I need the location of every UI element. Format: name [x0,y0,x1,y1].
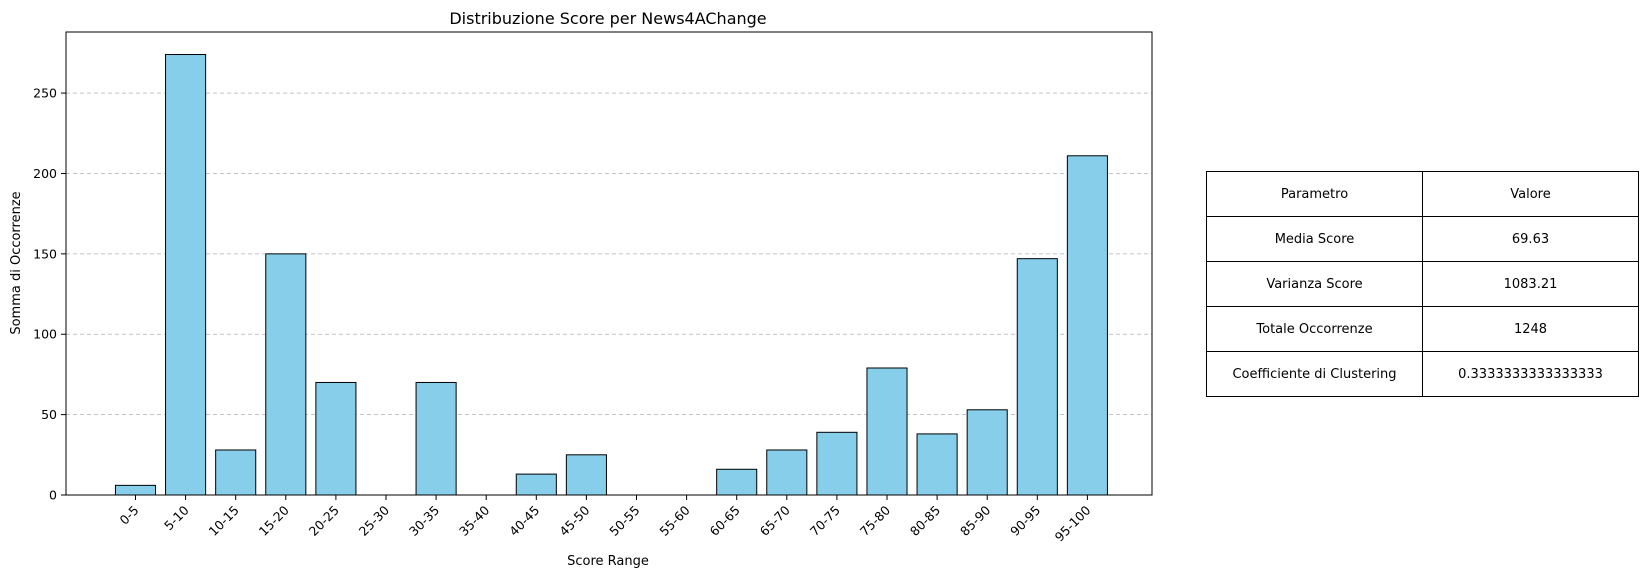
bar-65-70 [766,449,808,496]
table-cell: 69.63 [1422,216,1639,262]
bar-20-25 [315,381,357,496]
bar-10-15 [215,449,257,496]
x-tick-label: 65-70 [757,502,793,538]
x-tick-label: 60-65 [707,503,743,539]
bar-15-20 [265,253,307,496]
x-tick-label: 80-85 [907,503,943,539]
table-row: Media Score 69.63 [1206,216,1639,262]
table-header-row: Parametro Valore [1206,171,1639,217]
bar-70-75 [816,431,858,496]
x-tick-label: 45-50 [556,502,592,538]
x-tick-label: 90-95 [1007,503,1043,539]
table-cell: 0.3333333333333333 [1422,351,1639,397]
x-tick-label: 55-60 [656,502,692,538]
x-tick-label: 30-35 [406,503,442,539]
chart-title: Distribuzione Score per News4AChange [449,9,766,28]
bar-5-10 [165,54,207,496]
x-axis-label: Score Range [567,554,649,569]
x-tick-label: 15-20 [256,502,292,538]
x-tick-label: 95-100 [1052,502,1094,544]
x-tick-label: 75-80 [857,502,893,538]
y-axis-label: Somma di Occorrenze [9,191,24,334]
x-tick-label: 10-15 [206,503,242,539]
y-tick-label: 0 [49,488,57,503]
x-tick-label: 25-30 [356,502,392,538]
bar-80-85 [916,433,958,496]
y-tick-label: 150 [33,246,57,261]
table-row: Totale Occorrenze 1248 [1206,306,1639,352]
plot-frame [65,31,1153,496]
bar-60-65 [716,468,758,496]
table-header-cell: Parametro [1206,171,1423,217]
bars [114,54,1108,496]
grid-lines [66,92,1152,416]
x-tick-label: 40-45 [506,503,542,539]
x-tick-label: 35-40 [456,502,492,538]
y-axis-ticks: 0 50 100 150 200 250 [33,86,66,503]
stats-table: Parametro Valore Media Score 69.63 Varia… [1206,171,1639,397]
bar-90-95 [1016,258,1058,496]
table-cell: Totale Occorrenze [1206,306,1423,352]
bar-95-100 [1066,155,1108,496]
x-tick-label: 50-55 [606,503,642,539]
bar-40-45 [515,473,557,496]
x-tick-label: 85-90 [957,502,993,538]
table-cell: 1248 [1422,306,1639,352]
bar-0-5 [114,484,157,496]
table-row: Varianza Score 1083.21 [1206,261,1639,307]
table-cell: Varianza Score [1206,261,1423,307]
y-tick-label: 200 [33,166,57,181]
bar-chart: Distribuzione Score per News4AChange 0 50… [9,9,1153,569]
x-tick-label: 20-25 [306,503,342,539]
x-tick-label: 70-75 [807,503,843,539]
bar-30-35 [415,381,457,496]
bar-45-50 [565,454,607,496]
bar-85-90 [966,409,1008,496]
x-axis-ticks: 0-5 5-10 10-15 15-20 20-25 25-30 30-35 35-40 40-… [117,495,1094,544]
table-cell: Media Score [1206,216,1423,262]
x-tick-label: 0-5 [117,503,142,528]
y-tick-label: 50 [41,407,57,422]
y-tick-label: 100 [33,327,57,342]
table-cell: Coefficiente di Clustering [1206,351,1423,397]
table-header-cell: Valore [1422,171,1639,217]
bar-75-80 [866,367,908,496]
table-row: Coefficiente di Clustering 0.33333333333… [1206,351,1639,397]
table-cell: 1083.21 [1422,261,1639,307]
x-tick-label: 5-10 [161,502,192,533]
y-tick-label: 250 [33,86,57,101]
